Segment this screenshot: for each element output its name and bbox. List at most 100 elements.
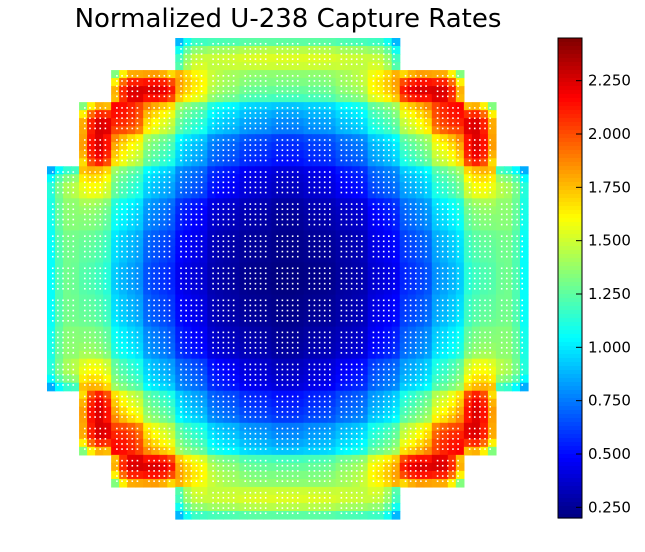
assembly-cell [431, 454, 465, 488]
assembly-cell [303, 390, 337, 424]
assembly-cell [175, 294, 208, 328]
assembly-cell [463, 326, 497, 360]
assembly-cell [207, 294, 240, 328]
assembly-cell [303, 422, 337, 456]
assembly-cell [431, 166, 465, 199]
assembly-cell [111, 230, 144, 264]
assembly-cell [335, 262, 369, 296]
pin-dots [84, 299, 107, 322]
assembly-cell [303, 454, 337, 488]
assembly-cell [207, 230, 240, 264]
assembly-cell [335, 166, 369, 199]
assembly-cell [303, 102, 337, 135]
assembly-cell [495, 230, 529, 264]
pin-dots [308, 395, 331, 418]
pin-dots [244, 107, 267, 130]
pin-dots [372, 459, 395, 482]
pin-dots [180, 427, 203, 450]
assembly-cell [303, 294, 337, 328]
pin-dots [404, 331, 427, 354]
pin-dots [308, 171, 331, 194]
pin-dots [276, 42, 299, 66]
pin-dots [340, 171, 363, 194]
pin-dots [148, 235, 171, 258]
assembly-cell [79, 198, 112, 231]
pin-dots [404, 203, 427, 226]
assembly-cell [271, 358, 305, 392]
pin-dots [276, 363, 299, 386]
pin-dots [180, 363, 203, 386]
assembly-cell [79, 262, 112, 296]
assembly-cell [239, 70, 273, 103]
colorbar-gradient [558, 38, 582, 519]
pin-dots [116, 395, 139, 418]
pin-dots [212, 235, 235, 258]
assembly-cell [303, 70, 337, 103]
pin-dots [372, 331, 395, 354]
pin-dots [468, 107, 491, 130]
assembly-cell [143, 422, 176, 456]
assembly-cell [431, 198, 465, 231]
assembly-cell [207, 358, 240, 392]
assembly-cell [207, 166, 240, 199]
pin-dots [340, 203, 363, 226]
assembly-cell [175, 166, 208, 199]
assembly-cell [143, 454, 176, 488]
assembly-cell [431, 134, 465, 167]
pin-dots [276, 395, 299, 418]
pin-dots [372, 299, 395, 322]
pin-dots [148, 459, 171, 482]
assembly-cell [111, 134, 144, 167]
pin-dots [500, 235, 524, 258]
assembly-cell [463, 422, 497, 456]
pin-dots [84, 395, 107, 418]
pin-dots [212, 171, 235, 194]
pin-dots [244, 491, 267, 515]
pin-dots [276, 107, 299, 130]
pin-dots [372, 267, 395, 290]
pin-dots [340, 331, 363, 354]
assembly-cell [463, 294, 497, 328]
assembly-cell [239, 454, 273, 488]
assembly-cell [239, 294, 273, 328]
pin-dots [372, 75, 395, 98]
assembly-cell [111, 166, 144, 199]
pin-dots [308, 427, 331, 450]
pin-dots [84, 171, 107, 194]
assembly-cell [367, 294, 401, 328]
assembly-cell [335, 358, 369, 392]
pin-dots [148, 363, 171, 386]
assembly-cell [367, 326, 401, 360]
assembly-cell [399, 422, 433, 456]
assembly-cell [207, 454, 240, 488]
pin-dots [84, 331, 107, 354]
pin-dots [372, 203, 395, 226]
pin-dots [340, 139, 363, 162]
pin-dots [180, 459, 203, 482]
pin-dots [116, 331, 139, 354]
pin-dots [180, 491, 203, 515]
pin-dots [340, 235, 363, 258]
pin-dots [116, 427, 139, 450]
pin-dots [404, 267, 427, 290]
assembly-cell [303, 326, 337, 360]
assembly-cell [431, 358, 465, 392]
pin-dots [436, 203, 459, 226]
assembly-cell [495, 326, 529, 360]
pin-dots [500, 203, 524, 226]
assembly-cell [335, 230, 369, 264]
assembly-cell [431, 390, 465, 424]
assembly-cell [399, 102, 433, 135]
pin-dots [212, 299, 235, 322]
pin-dots [468, 203, 491, 226]
assembly-cell [335, 486, 369, 520]
assembly-cell [271, 486, 305, 520]
pin-dots [51, 299, 75, 322]
assembly-cell [335, 198, 369, 231]
pin-dots [404, 139, 427, 162]
pin-dots [372, 107, 395, 130]
assembly-cell [431, 70, 465, 103]
pin-dots [180, 203, 203, 226]
assembly-cell [143, 326, 176, 360]
assembly-cell [47, 198, 80, 231]
